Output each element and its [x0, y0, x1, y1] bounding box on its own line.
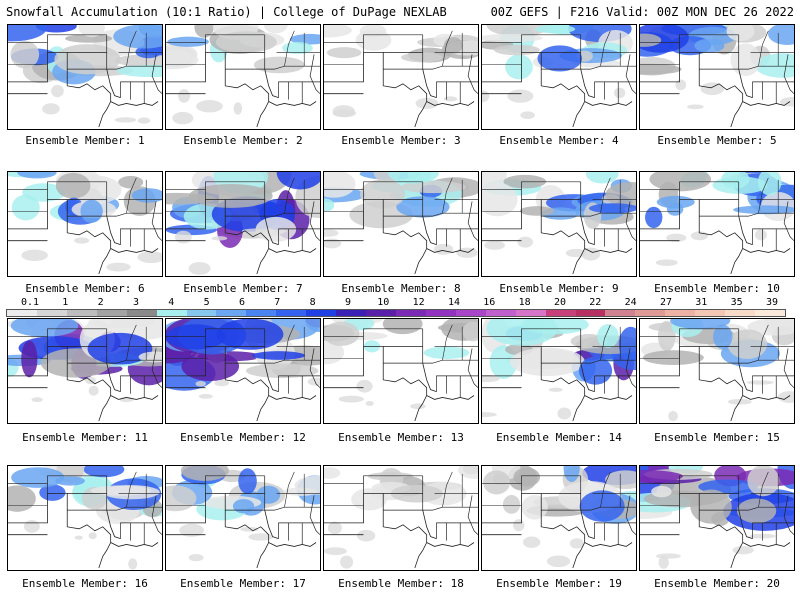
- ensemble-member-label: Ensemble Member: 3: [341, 134, 461, 147]
- colorbar-segment: [395, 310, 426, 316]
- colorbar-segment: [7, 310, 37, 316]
- ensemble-member-label: Ensemble Member: 14: [496, 431, 622, 444]
- colorbar-tick-label: 10: [377, 297, 390, 308]
- ensemble-member-map-3: [323, 24, 479, 130]
- ensemble-member-label: Ensemble Member: 11: [22, 431, 148, 444]
- ensemble-member-map-13: [323, 318, 479, 424]
- colorbar-tick-label: 31: [695, 297, 708, 308]
- colorbar-segment: [276, 310, 307, 316]
- ensemble-member-label: Ensemble Member: 8: [341, 282, 461, 295]
- ensemble-member-label: Ensemble Member: 20: [654, 577, 780, 590]
- colorbar-segment: [425, 310, 456, 316]
- colorbar-tick-label: 5: [203, 297, 210, 308]
- colorbar-segment: [485, 310, 516, 316]
- colorbar-segment: [755, 310, 785, 316]
- colorbar-segment: [695, 310, 726, 316]
- ensemble-member-map-17: [165, 465, 321, 571]
- colorbar-tick-label: 18: [518, 297, 531, 308]
- colorbar-tick-label: 9: [344, 297, 352, 308]
- colorbar-segment: [515, 310, 546, 316]
- ensemble-member-map-7: [165, 171, 321, 277]
- colorbar-tick-label: 16: [483, 297, 496, 308]
- colorbar-segment: [126, 310, 157, 316]
- colorbar-segment: [545, 310, 576, 316]
- colorbar-segment: [36, 310, 67, 316]
- colorbar-segment: [66, 310, 97, 316]
- ensemble-member-map-10: [639, 171, 795, 277]
- ensemble-member-label: Ensemble Member: 18: [338, 577, 464, 590]
- colorbar-segment: [186, 310, 217, 316]
- colorbar-segment: [575, 310, 606, 316]
- colorbar-segment: [455, 310, 486, 316]
- ensemble-member-map-20: [639, 465, 795, 571]
- ensemble-member-map-6: [7, 171, 163, 277]
- ensemble-member-map-18: [323, 465, 479, 571]
- colorbar-tick-label: 1: [62, 297, 69, 308]
- ensemble-member-label: Ensemble Member: 6: [25, 282, 145, 295]
- ensemble-member-map-9: [481, 171, 637, 277]
- ensemble-member-map-11: [7, 318, 163, 424]
- ensemble-member-label: Ensemble Member: 1: [25, 134, 145, 147]
- colorbar-tick-label: 4: [168, 297, 175, 308]
- colorbar-segment: [216, 310, 247, 316]
- colorbar-tick-label: 24: [624, 297, 637, 308]
- ensemble-member-label: Ensemble Member: 15: [654, 431, 780, 444]
- colorbar-segment: [665, 310, 696, 316]
- colorbar-tick-label: 20: [553, 297, 567, 308]
- ensemble-member-label: Ensemble Member: 5: [657, 134, 777, 147]
- colorbar-segment: [246, 310, 277, 316]
- ensemble-member-label: Ensemble Member: 16: [22, 577, 148, 590]
- colorbar-segment: [306, 310, 337, 316]
- colorbar-tick-label: 22: [589, 297, 602, 308]
- colorbar-segment: [725, 310, 756, 316]
- ensemble-member-label: Ensemble Member: 9: [499, 282, 619, 295]
- ensemble-member-label: Ensemble Member: 7: [183, 282, 303, 295]
- ensemble-member-label: Ensemble Member: 13: [338, 431, 464, 444]
- colorbar-segment: [605, 310, 636, 316]
- ensemble-member-map-16: [7, 465, 163, 571]
- colorbar-tick-label: 14: [447, 297, 461, 308]
- colorbar-segment: [96, 310, 127, 316]
- colorbar-tick-label: 12: [412, 297, 425, 308]
- ensemble-member-map-5: [639, 24, 795, 130]
- colorbar-segment: [156, 310, 187, 316]
- ensemble-member-label: Ensemble Member: 19: [496, 577, 622, 590]
- colorbar-tick-label: 3: [132, 297, 140, 308]
- colorbar-tick-label: 0.1: [20, 297, 40, 308]
- colorbar-tick-label: 8: [309, 297, 316, 308]
- colorbar-segment: [366, 310, 396, 316]
- ensemble-member-label: Ensemble Member: 17: [180, 577, 306, 590]
- colorbar-tick-label: 2: [97, 297, 104, 308]
- snowfall-colorbar: [6, 309, 786, 317]
- model-run-info: 00Z GEFS | F216 Valid: 00Z MON DEC 26 20…: [490, 5, 794, 19]
- ensemble-member-map-12: [165, 318, 321, 424]
- ensemble-member-label: Ensemble Member: 10: [654, 282, 780, 295]
- ensemble-member-map-2: [165, 24, 321, 130]
- ensemble-member-map-14: [481, 318, 637, 424]
- ensemble-member-map-1: [7, 24, 163, 130]
- ensemble-member-map-8: [323, 171, 479, 277]
- ensemble-member-label: Ensemble Member: 4: [499, 134, 619, 147]
- ensemble-member-map-4: [481, 24, 637, 130]
- ensemble-member-label: Ensemble Member: 12: [180, 431, 306, 444]
- ensemble-member-map-19: [481, 465, 637, 571]
- colorbar-tick-label: 7: [274, 297, 281, 308]
- colorbar-tick-label: 39: [765, 297, 779, 308]
- colorbar-segment: [635, 310, 666, 316]
- colorbar-tick-label: 27: [659, 297, 673, 308]
- ensemble-member-label: Ensemble Member: 2: [183, 134, 303, 147]
- ensemble-member-map-15: [639, 318, 795, 424]
- colorbar-tick-label: 6: [238, 297, 246, 308]
- colorbar-tick-label: 35: [730, 297, 743, 308]
- colorbar-segment: [336, 310, 367, 316]
- map-title: Snowfall Accumulation (10:1 Ratio) | Col…: [6, 5, 447, 19]
